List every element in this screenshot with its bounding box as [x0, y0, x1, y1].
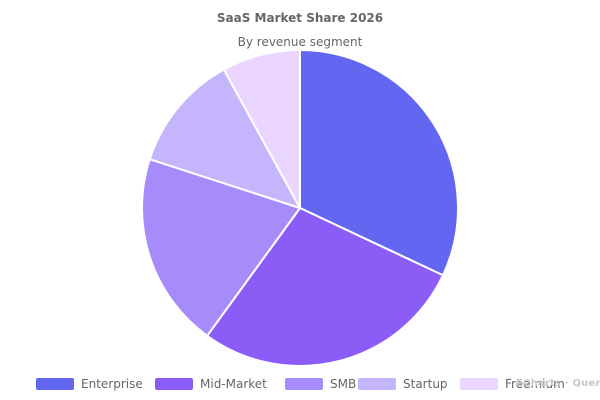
pie-slice-freemium[interactable]	[222, 49, 301, 209]
legend-label: SMB	[330, 377, 356, 391]
chart-subtitle: By revenue segment	[238, 35, 363, 49]
pie-slice-startup[interactable]	[148, 68, 301, 209]
legend-swatch	[358, 378, 396, 390]
pie-slice-enterprise[interactable]	[299, 49, 459, 277]
legend-swatch	[155, 378, 193, 390]
pie-slices	[141, 49, 459, 367]
legend-item-mid-market[interactable]: Mid-Market	[155, 377, 267, 391]
legend-swatch	[36, 378, 74, 390]
legend-label: Freemium	[505, 377, 565, 391]
chart-title: SaaS Market Share 2026	[217, 11, 383, 25]
legend-swatch	[285, 378, 323, 390]
legend-item-enterprise[interactable]: Enterprise	[36, 377, 143, 391]
legend-item-startup[interactable]: Startup	[358, 377, 448, 391]
legend-label: Mid-Market	[200, 377, 267, 391]
legend: Enterprise Mid-Market SMB Startup Freemium	[36, 377, 565, 391]
pie-slice-mid-market[interactable]	[206, 207, 444, 367]
legend-label: Enterprise	[81, 377, 143, 391]
watermark: ECharts · Query	[516, 378, 600, 389]
legend-item-smb[interactable]: SMB	[285, 377, 356, 391]
legend-swatch	[460, 378, 498, 390]
legend-label: Startup	[403, 377, 448, 391]
pie-slice-smb[interactable]	[141, 158, 301, 337]
legend-item-freemium[interactable]: Freemium	[460, 377, 565, 391]
